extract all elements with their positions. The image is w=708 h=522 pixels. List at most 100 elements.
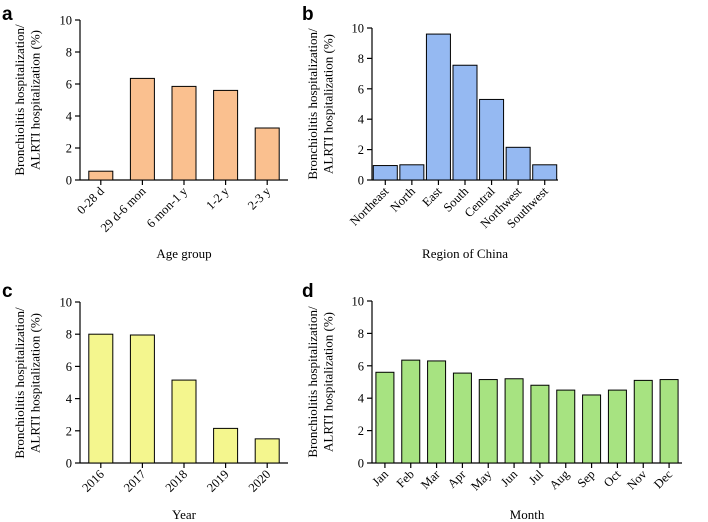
panel-d-y-tick-label: 6 [358, 359, 364, 373]
panel-c-y-tick-label: 0 [66, 457, 72, 471]
panel-d-x-tick-label: Jul [526, 467, 547, 488]
panel-b-x-tick-label: North [387, 184, 418, 215]
panel-b-x-tick-label: Northeast [347, 184, 392, 229]
panel-d-x-tick-label: Jan [369, 467, 391, 489]
panel-d-y-axis-title: Bronchiolitis hospitalization/ALRTI hosp… [305, 306, 336, 458]
panel-a-y-axis-title-line: ALRTI hospitalization (%) [28, 30, 43, 170]
panel-a-x-tick-label: 0-28 d [74, 184, 107, 217]
panel-c-group: c [2, 281, 13, 302]
panel-c-y-tick-label: 10 [60, 296, 73, 310]
panel-d-x-tick-label: Feb [394, 467, 417, 490]
panel-c-bar [88, 333, 114, 464]
panel-b-y-tick-label: 4 [358, 113, 365, 127]
panel-d-bar [556, 389, 576, 464]
panel-d-bar [452, 372, 472, 464]
panel-a-y-tick-label: 0 [66, 174, 72, 188]
panel-d-x-tick-label: May [468, 467, 495, 494]
panel-d-y-tick-label: 10 [352, 295, 365, 309]
panel-b-group: b [302, 4, 314, 25]
panel-b-y-tick-label: 10 [352, 22, 365, 36]
panel-a-x-tick-label: 2-3 y [245, 184, 274, 213]
panel-c-x-axis-title: Year [172, 507, 197, 522]
panel-b-y-tick-label: 6 [358, 82, 364, 96]
panel-d-bar [530, 384, 550, 464]
panel-d-y-tick-label: 8 [358, 327, 364, 341]
panel-c-x-tick-label: 2017 [121, 467, 149, 495]
panel-d-plot: 0 2 4 6 8 10 Jan Feb Mar Apr May Jun Jul Aug Sep Oct Nov… [305, 295, 682, 522]
panel-d-bar [375, 371, 395, 464]
panel-d-bar [633, 379, 653, 464]
panel-d-x-tick-label: Nov [624, 467, 650, 493]
panel-a-bar [171, 85, 197, 181]
panel-a-bar [129, 77, 155, 181]
panel-d-bar [659, 379, 679, 464]
panel-b-y-axis-title-line: Bronchiolitis hospitalization/ [305, 28, 320, 180]
panel-d-bar [582, 394, 602, 464]
panel-a-bar [213, 89, 239, 181]
panel-d-bar [504, 378, 524, 464]
panel-b-y-axis-title: Bronchiolitis hospitalization/ALRTI hosp… [305, 28, 336, 180]
panel-b-bar [452, 64, 478, 181]
panel-c-bar [129, 334, 155, 464]
panel-c-y-tick-label: 2 [66, 424, 72, 438]
panel-a-label: a [2, 4, 13, 25]
panel-c-bar [171, 379, 197, 464]
panel-c-y-axis-title: Bronchiolitis hospitalization/ALRTI hosp… [12, 307, 43, 459]
panel-d-y-tick-label: 4 [358, 392, 365, 406]
panel-b-label: b [302, 4, 314, 25]
panel-d-bar [401, 359, 421, 464]
panel-d-y-axis-title-line: Bronchiolitis hospitalization/ [305, 306, 320, 458]
panel-d-label: d [302, 281, 314, 302]
panel-a-y-tick-label: 6 [66, 78, 72, 92]
panel-d-y-axis-title-line: ALRTI hospitalization (%) [321, 312, 336, 452]
panel-d-x-tick-label: Jun [498, 467, 521, 490]
panel-b-bar [532, 164, 558, 181]
panel-b-y-axis-title-line: ALRTI hospitalization (%) [321, 34, 336, 174]
panel-d-bar [427, 360, 447, 464]
panel-c-y-tick-label: 6 [66, 360, 72, 374]
panel-a-x-tick-label: 1-2 y [203, 184, 232, 213]
panel-c-x-tick-label: 2020 [246, 467, 274, 495]
panel-d-x-tick-label: Aug [547, 467, 573, 493]
panel-a-bar [88, 170, 114, 181]
panel-d-bar [607, 389, 627, 464]
panel-b-y-tick-label: 2 [358, 143, 364, 157]
panel-c-x-tick-label: 2016 [79, 467, 107, 495]
panel-d-x-tick-label: Mar [418, 467, 443, 492]
panel-c-plot: 0 2 4 6 8 10 2016 2017 2018 2019 2020 Year Bronchiol… [12, 296, 288, 522]
panel-a-x-axis-title: Age group [156, 246, 211, 261]
panel-c-y-tick-label: 4 [66, 392, 73, 406]
panel-a-x-tick-label: 6 mon-1 y [144, 184, 191, 231]
panel-b-bar [372, 165, 398, 181]
panel-d-x-tick-label: Apr [445, 467, 469, 491]
panel-b-bar [425, 33, 451, 181]
panel-b-bar [505, 146, 531, 181]
panel-d-group: d [302, 281, 314, 302]
panel-b-bar [399, 164, 425, 181]
panel-c-x-tick-label: 2018 [163, 467, 191, 495]
panel-a-y-axis-title: Bronchiolitis hospitalization/ALRTI hosp… [12, 24, 43, 176]
panel-c-x-tick-label: 2019 [204, 467, 232, 495]
panel-a-y-tick-label: 10 [60, 14, 73, 28]
panel-c-y-axis-title-line: Bronchiolitis hospitalization/ [12, 307, 27, 459]
panel-c-bar [254, 438, 280, 464]
panel-d-x-tick-label: Sep [575, 467, 598, 490]
panel-b-y-tick-label: 8 [358, 52, 364, 66]
panel-c-label: c [2, 281, 13, 302]
panel-d-x-tick-label: Dec [651, 467, 675, 491]
panel-a-y-tick-label: 4 [66, 110, 73, 124]
panel-c-y-axis-title-line: ALRTI hospitalization (%) [28, 313, 43, 453]
panel-a-x-tick-label: 29 d-6 mon [98, 184, 149, 235]
panel-b-x-axis-title: Region of China [422, 246, 508, 261]
panel-d-x-tick-label: Oct [601, 467, 624, 490]
panel-a-y-tick-label: 2 [66, 142, 72, 156]
panel-d-y-tick-label: 2 [358, 424, 364, 438]
panel-d-bar [478, 379, 498, 464]
panel-a-bar [254, 127, 280, 181]
panel-c-bar [213, 427, 239, 464]
panel-b-bar [479, 98, 505, 181]
panel-a-y-tick-label: 8 [66, 46, 72, 60]
